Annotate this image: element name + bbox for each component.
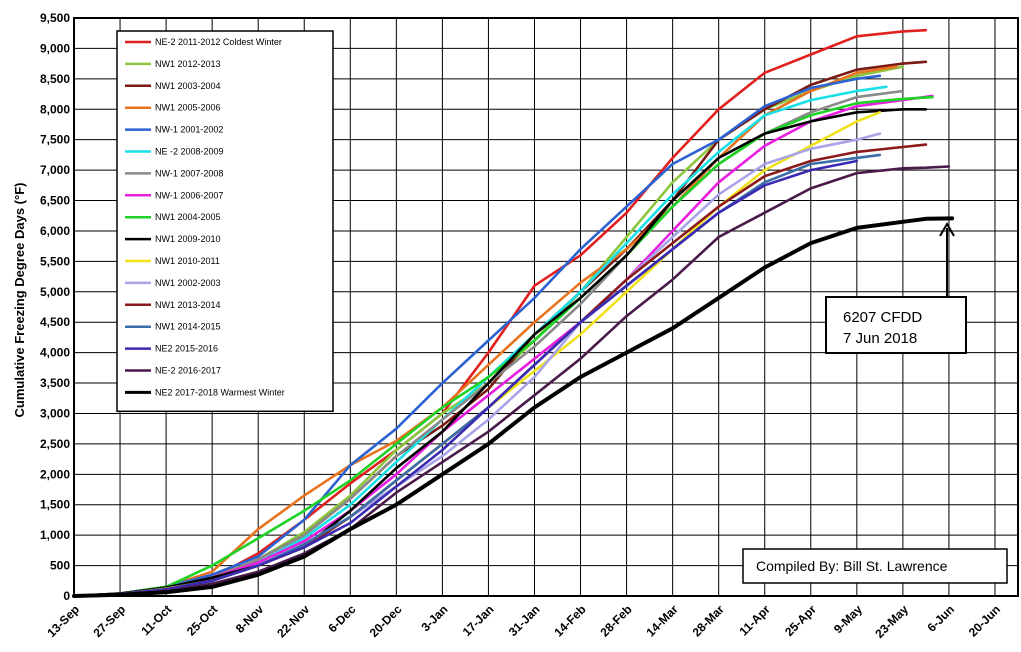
x-axis-ticks: 13-Sep 27-Sep 11-Oct 25-Oct 8-Nov 22-Nov 6-Dec… bbox=[44, 602, 1003, 641]
x-tick-label: 27-Sep bbox=[90, 602, 128, 640]
y-tick-label: 1,500 bbox=[40, 498, 70, 512]
x-tick-label: 3-Jan bbox=[418, 602, 450, 634]
x-tick-label: 28-Feb bbox=[597, 602, 634, 639]
y-tick-label: 6,000 bbox=[40, 224, 70, 238]
y-tick-label: 6,500 bbox=[40, 194, 70, 208]
plot-frame bbox=[73, 17, 1019, 597]
y-tick-label: 4,000 bbox=[40, 346, 70, 360]
annotation-line-2: 7 Jun 2018 bbox=[843, 330, 917, 347]
x-tick-label: 31-Jan bbox=[506, 602, 543, 639]
legend-label: NW1 2010-2011 bbox=[155, 256, 220, 266]
legend-label: NW1 2003-2004 bbox=[155, 81, 221, 91]
x-tick-label: 25-Apr bbox=[782, 602, 819, 639]
legend-label: NW1 2014-2015 bbox=[155, 322, 221, 332]
annotation-box bbox=[825, 296, 967, 354]
x-tick-label: 11-Apr bbox=[737, 602, 774, 639]
x-tick-label: 6-Dec bbox=[325, 602, 358, 635]
x-tick-label: 11-Oct bbox=[138, 602, 174, 638]
x-tick-label: 14-Feb bbox=[551, 602, 588, 639]
y-tick-label: 1,000 bbox=[40, 528, 70, 542]
x-tick-label: 6-Jun bbox=[925, 602, 958, 635]
x-tick-label: 23-May bbox=[872, 602, 911, 641]
x-tick-label: 13-Sep bbox=[44, 602, 82, 640]
legend-label: NW-1 2006-2007 bbox=[155, 190, 223, 200]
y-tick-label: 500 bbox=[50, 559, 70, 573]
legend-label: NW1 2013-2014 bbox=[155, 300, 221, 310]
x-tick-label: 14-Mar bbox=[643, 602, 680, 639]
x-tick-label: 25-Oct bbox=[184, 602, 220, 638]
annotation-callout: 6207 CFDD 7 Jun 2018 bbox=[825, 222, 967, 354]
series-line bbox=[72, 159, 859, 598]
legend-label: NW-1 2001-2002 bbox=[155, 125, 223, 135]
legend-label: NE2 2015-2016 bbox=[155, 344, 218, 354]
y-tick-label: 2,000 bbox=[40, 467, 70, 481]
legend-label: NE-2 2011-2012 Coldest Winter bbox=[155, 37, 282, 47]
x-tick-label: 9-May bbox=[831, 602, 865, 636]
legend: NE-2 2011-2012 Coldest Winter NW1 2012-20… bbox=[116, 30, 334, 413]
legend-box bbox=[116, 30, 334, 413]
legend-label: NW1 2002-2003 bbox=[155, 278, 221, 288]
y-tick-label: 9,500 bbox=[40, 11, 70, 25]
series-layer bbox=[72, 28, 955, 598]
legend-label: NW-1 2007-2008 bbox=[155, 168, 223, 178]
series-line bbox=[72, 216, 955, 598]
y-tick-label: 5,000 bbox=[40, 285, 70, 299]
annotation-arrow-head bbox=[939, 222, 955, 237]
y-tick-label: 3,500 bbox=[40, 376, 70, 390]
legend-label: NE -2 2008-2009 bbox=[155, 147, 224, 157]
legend-label: NW1 2005-2006 bbox=[155, 103, 221, 113]
y-tick-label: 3,000 bbox=[40, 406, 70, 420]
y-tick-label: 8,500 bbox=[40, 72, 70, 86]
credit-box-frame bbox=[742, 548, 1008, 584]
plot-border bbox=[73, 17, 1019, 597]
annotation-line-1: 6207 CFDD bbox=[843, 309, 922, 326]
y-tick-label: 2,500 bbox=[40, 437, 70, 451]
y-axis-title: Cumulative Freezing Degree Days (°F) bbox=[12, 183, 27, 418]
y-tick-label: 4,500 bbox=[40, 315, 70, 329]
y-tick-label: 5,500 bbox=[40, 254, 70, 268]
series-line bbox=[72, 74, 882, 598]
x-tick-label: 17-Jan bbox=[460, 602, 497, 639]
credit-box: Compiled By: Bill St. Lawrence bbox=[742, 548, 1008, 584]
y-axis-ticks: 0 500 1,000 1,500 2,000 2,500 3,000 3,500 4,000 4… bbox=[40, 11, 70, 603]
series-line bbox=[72, 108, 928, 598]
y-tick-label: 7,000 bbox=[40, 163, 70, 177]
legend-label: NW1 2009-2010 bbox=[155, 234, 221, 244]
legend-label: NW1 2004-2005 bbox=[155, 212, 221, 222]
y-tick-label: 7,500 bbox=[40, 133, 70, 147]
x-tick-label: 20-Jun bbox=[966, 602, 1003, 639]
x-tick-label: 28-Mar bbox=[690, 602, 727, 639]
y-tick-label: 9,000 bbox=[40, 41, 70, 55]
x-tick-label: 20-Dec bbox=[367, 602, 405, 640]
credit-text: Compiled By: Bill St. Lawrence bbox=[756, 558, 948, 574]
legend-label: NE2 2017-2018 Warmest Winter bbox=[155, 387, 285, 397]
legend-label: NE-2 2016-2017 bbox=[155, 366, 221, 376]
legend-label: NW1 2012-2013 bbox=[155, 59, 221, 69]
series-line bbox=[72, 165, 951, 598]
y-tick-label: 8,000 bbox=[40, 102, 70, 116]
x-tick-label: 22-Nov bbox=[274, 602, 312, 640]
x-tick-label: 8-Nov bbox=[233, 602, 267, 636]
y-tick-label: 0 bbox=[63, 589, 70, 603]
